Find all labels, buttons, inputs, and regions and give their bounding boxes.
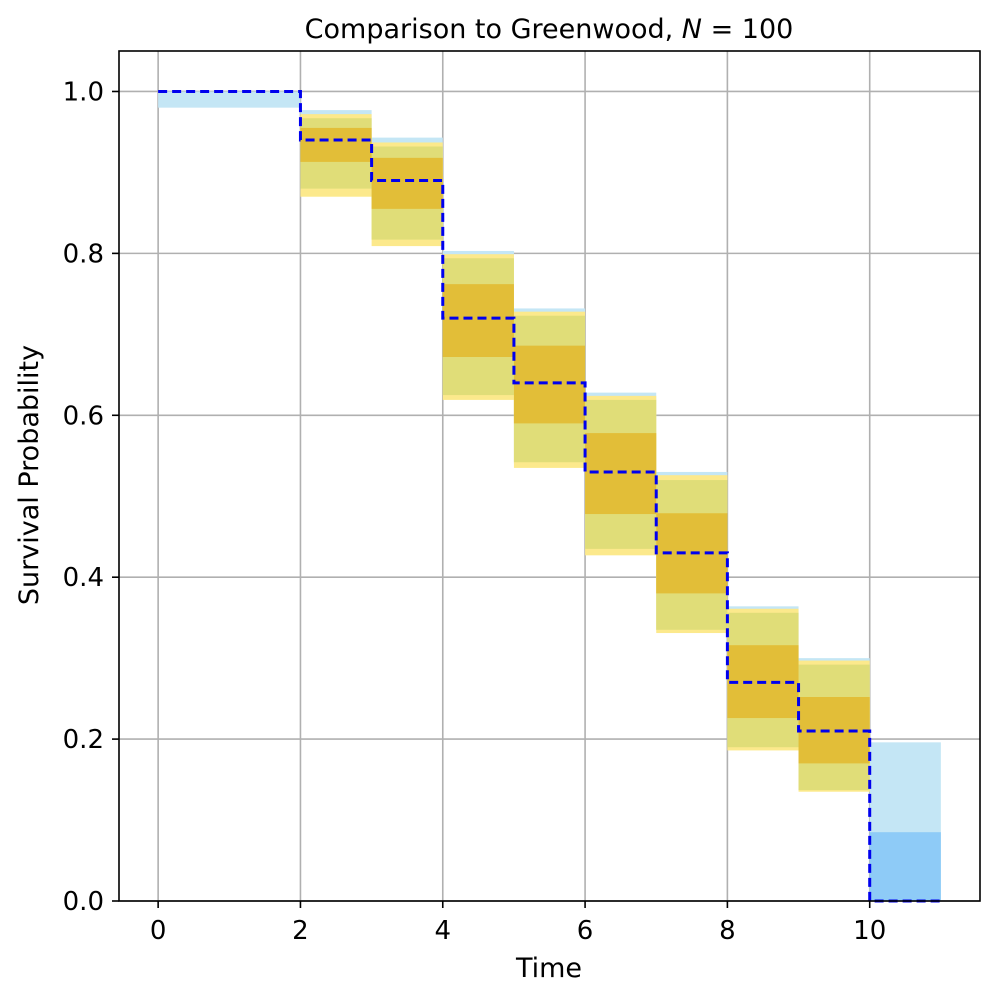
bayesian-inner-interval-segment — [371, 157, 443, 209]
bayesian-inner-interval-segment — [300, 127, 372, 162]
x-tick-label: 2 — [292, 916, 309, 946]
x-tick-label: 8 — [719, 916, 736, 946]
chart-title: Comparison to Greenwood, N = 100 — [305, 14, 794, 45]
axes-frame — [118, 50, 981, 902]
greenwood-outer-interval-segment — [158, 91, 301, 108]
bayesian-inner-interval-segment — [585, 433, 657, 515]
bayesian-inner-interval-segment — [513, 345, 586, 424]
x-tick-label: 10 — [853, 916, 886, 946]
y-tick-label: 0.0 — [63, 887, 104, 917]
km-estimate-line — [158, 89, 941, 903]
y-tick-label: 0.8 — [63, 239, 104, 269]
x-tick-label: 4 — [434, 916, 451, 946]
plot-frame — [118, 50, 981, 902]
x-tick-label: 6 — [577, 916, 594, 946]
y-tick-label: 0.4 — [63, 563, 104, 593]
bayesian-inner-interval-segment — [442, 284, 514, 357]
y-axis-ticks: 0.0 0.2 0.4 0.6 0.8 1.0 — [63, 77, 119, 917]
x-tick-label: 0 — [150, 916, 167, 946]
y-axis-label: Survival Probability — [14, 345, 45, 605]
y-tick-label: 0.2 — [63, 725, 104, 755]
x-axis-label: Time — [515, 953, 582, 984]
km-step-line — [158, 89, 941, 903]
y-tick-label: 1.0 — [63, 77, 104, 107]
greenwood-inner-interval-segment — [869, 832, 941, 901]
y-tick-label: 0.6 — [63, 401, 104, 431]
x-axis-ticks: 0 2 4 6 8 10 — [150, 901, 886, 946]
